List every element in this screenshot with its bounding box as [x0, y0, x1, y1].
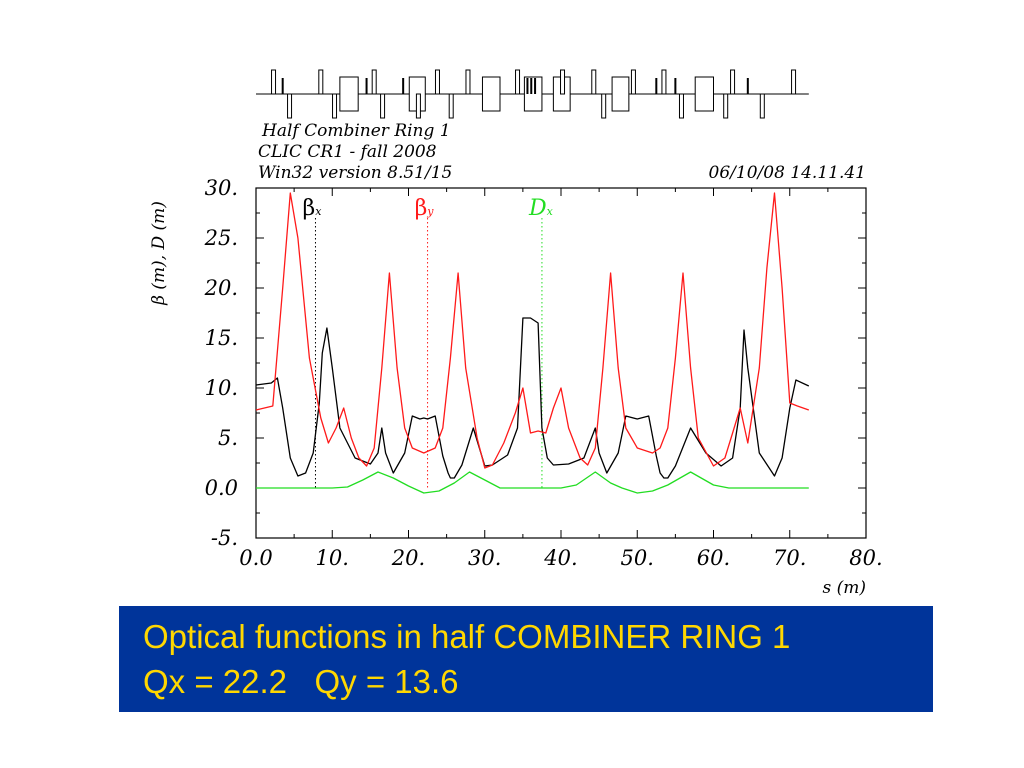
quadrupole-element	[332, 93, 338, 119]
y-tick-label: -5.	[211, 526, 238, 550]
x-tick-label: 20.	[391, 546, 425, 570]
x-tick-label: 40.	[543, 546, 577, 570]
y-tick-label: 5.	[218, 426, 238, 450]
y-tick-label: 30.	[205, 176, 238, 200]
dipole-element	[481, 76, 501, 112]
quadrupole-element	[318, 69, 324, 95]
quadrupole-element	[591, 69, 597, 95]
series-line-Dx	[256, 471, 809, 494]
quadrupole-element	[678, 93, 684, 119]
y-tick-label: 0.0	[205, 476, 238, 500]
sextupole-element	[402, 78, 405, 94]
quadrupole-element	[371, 69, 377, 95]
caption-line-1: Optical functions in half COMBINER RING …	[143, 618, 791, 655]
y-axis-label: β (m), D (m)	[149, 201, 169, 306]
legend-label-βx: βx	[302, 196, 322, 221]
x-tick-label: 80.	[849, 546, 882, 570]
plot-frame	[255, 187, 867, 539]
quadrupole-element	[661, 69, 667, 95]
quadrupole-element	[515, 69, 521, 95]
quadrupole-element	[601, 93, 607, 119]
quadrupole-element	[415, 93, 421, 119]
y-tick-label: 15.	[205, 326, 238, 350]
sextupole-element	[281, 78, 284, 94]
quadrupole-element	[759, 93, 765, 119]
x-axis-label: s (m)	[822, 578, 866, 598]
quadrupole-element	[380, 93, 386, 119]
optics-figure: Half Combiner Ring 1 CLIC CR1 - fall 200…	[149, 69, 883, 598]
caption-line-2: Qx = 22.2 Qy = 13.6	[143, 663, 459, 700]
program-version: Win32 version 8.51/15	[258, 163, 452, 183]
x-tick-label: 10.	[316, 546, 349, 570]
quadrupole-element	[791, 69, 797, 95]
sextupole-element	[530, 78, 533, 94]
sextupole-element	[674, 78, 677, 94]
sextupole-element	[526, 78, 529, 94]
quadrupole-element	[287, 93, 293, 119]
y-tick-label: 20.	[204, 276, 238, 300]
dipole-element	[694, 76, 715, 112]
sextupole-element	[655, 78, 658, 94]
y-tick-label: 10.	[205, 376, 238, 400]
y-tick-label: 25.	[204, 226, 238, 250]
dipole-element	[611, 76, 630, 112]
quadrupole-element	[434, 69, 440, 95]
x-tick-label: 50.	[621, 546, 654, 570]
sextupole-element	[365, 78, 368, 94]
dipole-element	[523, 76, 543, 112]
quadrupole-element	[630, 69, 636, 95]
plot-title: Half Combiner Ring 1	[261, 121, 451, 141]
x-tick-label: 0.0	[239, 546, 272, 570]
x-tick-label: 60.	[697, 546, 730, 570]
legend-label-βy: βy	[415, 196, 435, 221]
series-line-βx	[255, 317, 810, 479]
dipole-element	[339, 76, 359, 112]
quadrupole-element	[465, 69, 471, 95]
timestamp: 06/10/08 14.11.41	[709, 163, 866, 183]
quadrupole-element	[560, 69, 566, 95]
legend-label-Dx: Dx	[528, 196, 554, 221]
series-line-βy	[255, 192, 810, 469]
sextupole-element	[746, 78, 749, 94]
optics-plot: Half Combiner Ring 1 CLIC CR1 - fall 200…	[149, 69, 883, 598]
sextupole-element	[534, 78, 537, 94]
caption-banner: Optical functions in half COMBINER RING …	[119, 606, 933, 712]
quadrupole-element	[271, 69, 277, 95]
x-tick-label: 30.	[468, 546, 501, 570]
x-tick-label: 70.	[773, 546, 806, 570]
quadrupole-element	[723, 93, 729, 119]
quadrupole-element	[730, 69, 736, 95]
plot-subtitle: CLIC CR1 - fall 2008	[258, 142, 437, 162]
quadrupole-element	[448, 93, 454, 119]
lattice-strip	[256, 69, 809, 119]
